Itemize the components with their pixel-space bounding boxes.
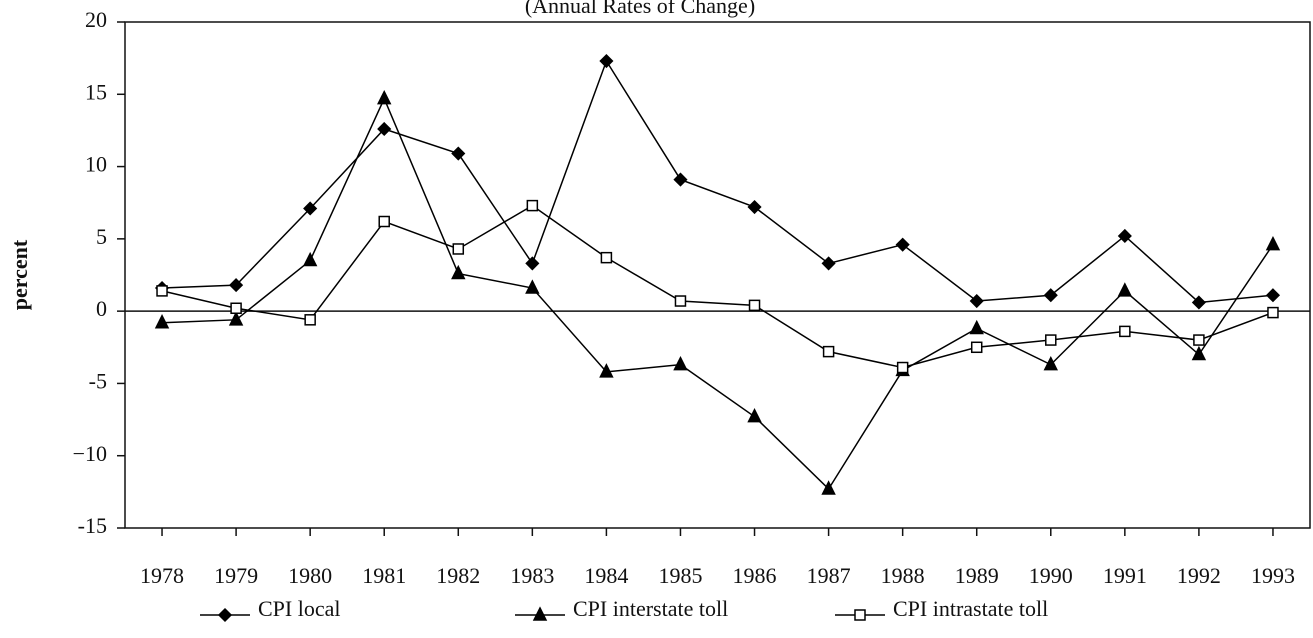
y-tick-label: -5 [89, 368, 107, 393]
marker [673, 355, 688, 371]
marker [821, 256, 836, 271]
marker [673, 172, 688, 187]
marker [969, 293, 984, 309]
marker [896, 361, 909, 374]
y-tick-label: 0 [96, 296, 107, 321]
x-tick-label: 1986 [733, 563, 777, 588]
y-tick-label: 15 [85, 79, 107, 104]
marker [1119, 325, 1131, 338]
legend-label: CPI local [258, 596, 341, 621]
marker [304, 314, 316, 326]
marker [969, 319, 984, 335]
marker [525, 256, 540, 271]
x-tick-label: 1991 [1103, 563, 1147, 588]
y-tick-label: -15 [78, 513, 107, 538]
x-tick-label: 1982 [436, 563, 480, 588]
y-tick-label: 20 [85, 7, 107, 32]
marker [451, 264, 466, 280]
x-tick-label: 1987 [807, 563, 851, 588]
marker [821, 480, 836, 495]
marker [230, 302, 242, 315]
marker [748, 299, 761, 312]
marker [854, 609, 866, 621]
marker [532, 606, 548, 621]
series-line [161, 204, 1274, 369]
marker [1265, 288, 1281, 303]
x-tick-label: 1990 [1029, 563, 1073, 588]
marker [1043, 355, 1058, 371]
marker [1193, 334, 1205, 346]
plot-frame [124, 21, 1311, 529]
x-tick-label: 1985 [658, 563, 702, 588]
y-tick-label: −10 [73, 441, 107, 466]
x-tick-label: 1980 [288, 563, 332, 588]
y-axis-label: percent [7, 239, 32, 310]
marker [600, 251, 613, 264]
x-tick-label: 1979 [214, 563, 258, 588]
marker [674, 295, 687, 307]
x-tick-label: 1981 [362, 563, 406, 588]
y-tick-label: 5 [96, 224, 107, 249]
marker [822, 345, 835, 358]
x-tick-label: 1984 [584, 563, 628, 588]
marker [377, 121, 392, 137]
marker [895, 237, 910, 252]
marker [1265, 235, 1281, 251]
chart-subtitle: (Annual Rates of Change) [525, 0, 755, 18]
x-tick-label: 1983 [510, 563, 554, 588]
marker [1191, 295, 1206, 310]
marker [1045, 334, 1057, 346]
series-line [162, 96, 1274, 491]
marker [747, 199, 762, 215]
marker [1191, 345, 1207, 361]
marker [228, 311, 244, 326]
marker [1267, 306, 1279, 319]
marker [303, 201, 318, 216]
marker [970, 341, 983, 354]
marker [156, 285, 168, 297]
series-line [162, 59, 1274, 304]
marker [747, 408, 762, 423]
legend-label: CPI intrastate toll [893, 596, 1048, 621]
x-tick-label: 1992 [1177, 563, 1221, 588]
marker [229, 278, 244, 293]
marker [1117, 282, 1133, 297]
marker [451, 146, 466, 161]
marker [526, 199, 539, 212]
x-tick-label: 1989 [955, 563, 999, 588]
marker [1117, 228, 1132, 244]
marker [302, 251, 318, 267]
marker [217, 607, 233, 623]
marker [452, 243, 465, 255]
x-tick-label: 1988 [881, 563, 925, 588]
x-tick-label: 1993 [1251, 563, 1295, 588]
marker [1043, 288, 1058, 303]
x-tick-label: 1978 [140, 563, 184, 588]
marker [599, 363, 614, 378]
marker [525, 279, 540, 294]
legend-label: CPI interstate toll [573, 596, 728, 621]
marker [599, 53, 614, 69]
marker [377, 89, 392, 105]
y-tick-label: 10 [85, 152, 107, 177]
marker [378, 215, 390, 228]
marker [154, 314, 170, 329]
